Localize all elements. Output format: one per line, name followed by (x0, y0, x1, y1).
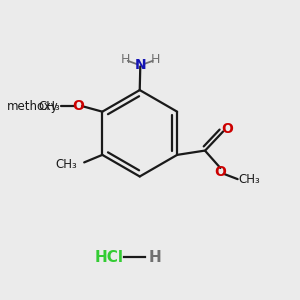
Text: H: H (120, 53, 130, 66)
Text: O: O (214, 165, 226, 178)
Text: O: O (73, 99, 85, 113)
Text: HCl: HCl (94, 250, 124, 265)
Text: O: O (221, 122, 233, 136)
Text: H: H (151, 53, 160, 66)
Text: CH₃: CH₃ (238, 173, 260, 187)
Text: methoxy: methoxy (8, 100, 59, 112)
Text: CH₃: CH₃ (56, 158, 77, 171)
Text: N: N (134, 58, 146, 72)
Text: CH₃: CH₃ (39, 100, 61, 112)
Text: H: H (149, 250, 161, 265)
